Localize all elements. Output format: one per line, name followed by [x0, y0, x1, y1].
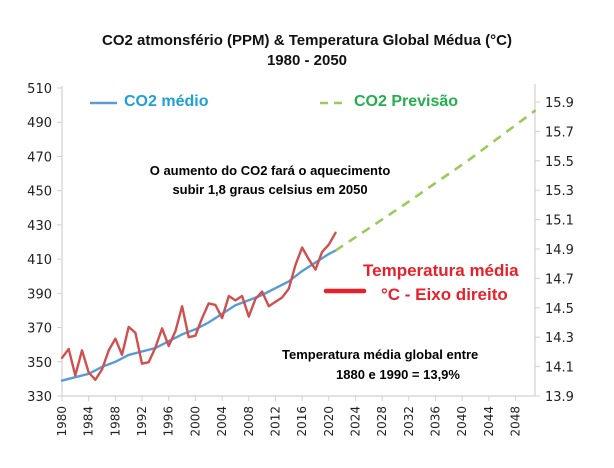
annotation-avg-temp-line2: 1880 e 1990 = 13,9% — [336, 367, 460, 382]
left-tick-label: 450 — [27, 185, 52, 200]
x-tick-label: 2016 — [295, 406, 309, 437]
left-tick-label: 350 — [27, 356, 52, 371]
x-tick-label: 2040 — [455, 406, 469, 437]
left-tick-label: 370 — [27, 322, 52, 337]
chart-title: CO2 atmonsfério (PPM) & Temperatura Glob… — [102, 32, 512, 49]
right-tick-label: 14.1 — [545, 361, 574, 376]
x-tick-label: 1980 — [55, 406, 69, 437]
x-tick-label: 2024 — [348, 406, 362, 437]
legend-label-co2-medio: CO2 médio — [124, 93, 209, 110]
x-tick-label: 2028 — [375, 406, 389, 437]
axes: 330 350 370 390 410 430 450 470 490 510 13.9 14.1 14… — [27, 82, 574, 437]
right-tick-label: 15.3 — [545, 184, 574, 199]
x-tick-label: 2004 — [215, 406, 229, 437]
legend-marks — [90, 101, 367, 294]
right-tick-label: 15.1 — [545, 214, 574, 229]
x-tick-label: 1988 — [108, 406, 122, 437]
series-line-co2-m-dio — [60, 249, 337, 382]
legend-label-temperatura-line1: Temperatura média — [363, 261, 519, 280]
annotation-co2-warming-line2: subir 1,8 graus celsius em 2050 — [172, 182, 368, 197]
left-tick-label: 490 — [27, 116, 52, 131]
x-tick-label: 2012 — [268, 406, 282, 437]
x-tick-label: 2036 — [429, 406, 443, 437]
annotation-avg-temp-line1: Temperatura média global entre — [282, 347, 479, 362]
x-tick-label: 2008 — [242, 406, 256, 437]
x-tick-label: 2044 — [482, 406, 496, 437]
series-line-temperatura-m-dia-c-eixo-direito — [60, 231, 337, 381]
x-tick-label: 1996 — [162, 406, 176, 437]
x-tick-label: 2048 — [509, 406, 523, 437]
right-tick-label: 14.9 — [545, 243, 574, 258]
annotation-co2-warming-line1: O aumento do CO2 fará o aquecimento — [149, 163, 391, 178]
x-tick-label: 1984 — [82, 406, 96, 437]
right-tick-label: 14.7 — [545, 272, 574, 287]
x-tick-label: 2032 — [402, 406, 416, 437]
left-tick-label: 330 — [27, 390, 52, 405]
left-tick-label: 470 — [27, 150, 52, 165]
left-tick-label: 510 — [27, 82, 52, 97]
series-line-co2-previs-o — [334, 109, 537, 252]
x-tick-label: 2000 — [188, 406, 202, 437]
series-lines — [60, 109, 537, 382]
legend-label-co2-previsao: CO2 Previsão — [354, 93, 459, 110]
right-tick-label: 14.5 — [545, 302, 574, 317]
left-tick-label: 430 — [27, 219, 52, 234]
left-tick-label: 390 — [27, 287, 52, 302]
right-tick-label: 15.9 — [545, 96, 574, 111]
right-tick-label: 15.5 — [545, 155, 574, 170]
left-tick-label: 410 — [27, 253, 52, 268]
right-tick-label: 15.7 — [545, 125, 574, 140]
right-tick-label: 14.3 — [545, 331, 574, 346]
legend-label-temperatura-line2: °C - Eixo direito — [381, 285, 508, 304]
chart-subtitle: 1980 - 2050 — [266, 52, 348, 69]
x-tick-label: 2020 — [322, 406, 336, 437]
right-tick-label: 13.9 — [545, 390, 574, 405]
x-tick-label: 1992 — [135, 406, 149, 437]
